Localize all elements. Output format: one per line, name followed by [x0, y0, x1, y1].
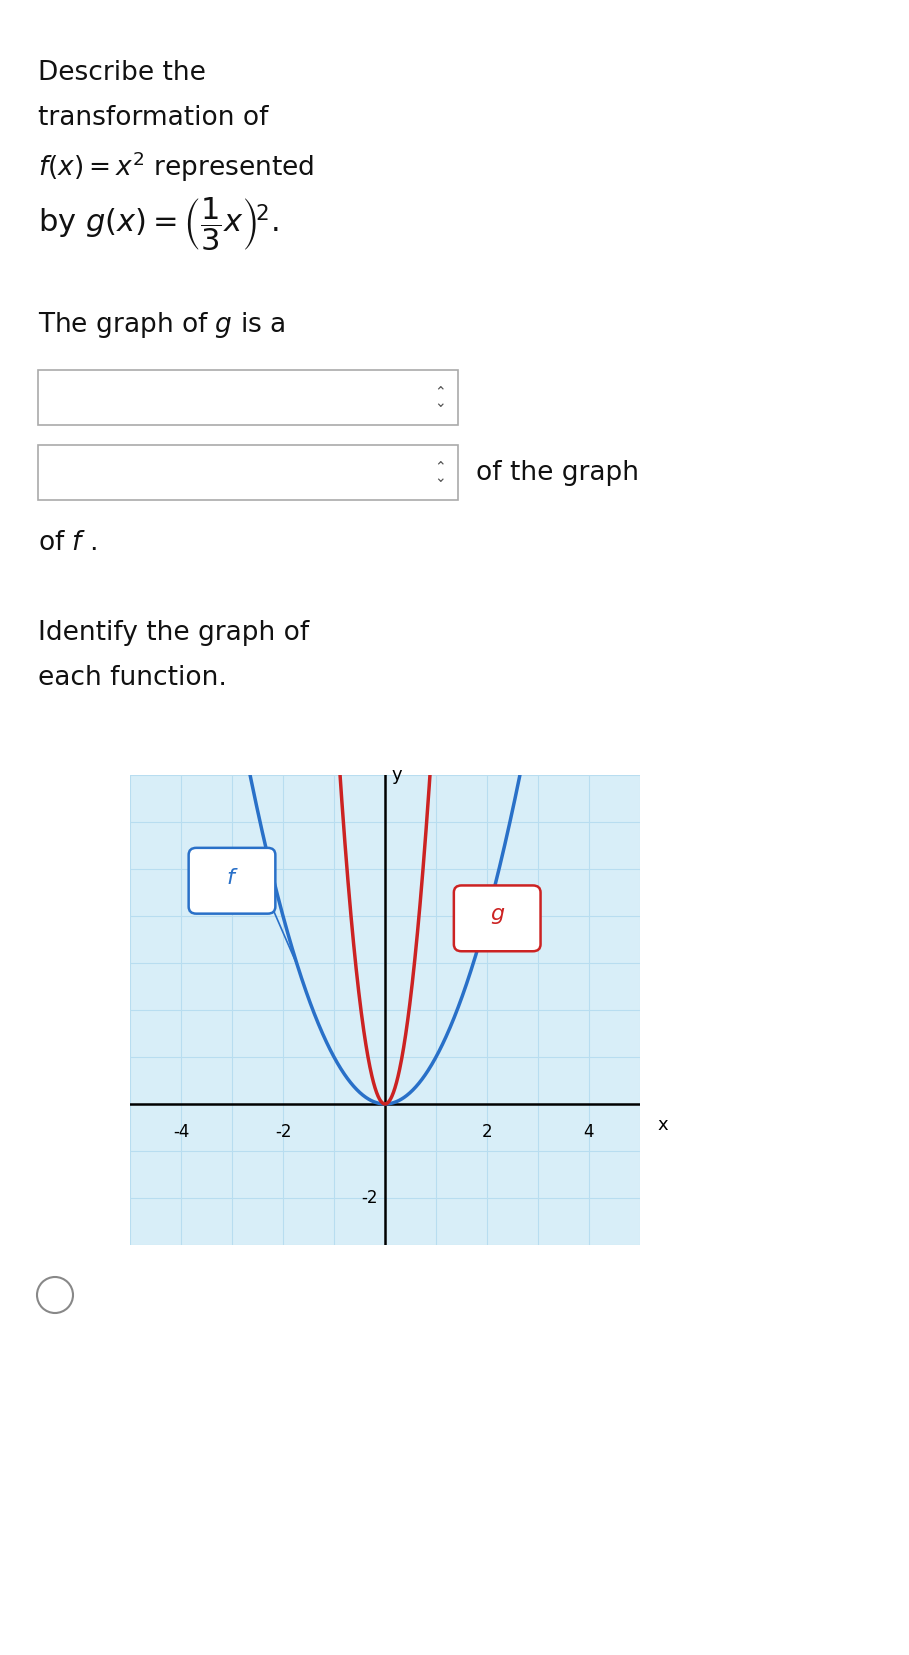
Text: Describe the: Describe the [38, 60, 205, 86]
Text: transformation of: transformation of [38, 104, 268, 131]
Bar [38, 445, 458, 500]
Circle shape [37, 1278, 73, 1312]
FancyBboxPatch shape [454, 885, 541, 952]
Text: each function.: each function. [38, 665, 227, 692]
Text: of $f$ .: of $f$ . [38, 530, 97, 556]
Text: Identify the graph of: Identify the graph of [38, 621, 309, 645]
Bar [38, 371, 458, 425]
Text: x: x [658, 1115, 668, 1134]
Text: ⌃
⌄: ⌃ ⌄ [435, 460, 445, 485]
Text: 4: 4 [584, 1122, 594, 1140]
Text: ⌃
⌄: ⌃ ⌄ [435, 384, 445, 410]
Text: -4: -4 [173, 1122, 189, 1140]
Text: $g$: $g$ [490, 905, 504, 927]
Text: The graph of $g$ is a: The graph of $g$ is a [38, 309, 285, 339]
Text: -2: -2 [275, 1122, 291, 1140]
Text: -2: -2 [361, 1188, 377, 1206]
FancyBboxPatch shape [189, 847, 275, 914]
Text: 2: 2 [482, 1122, 493, 1140]
Text: $f$: $f$ [225, 869, 238, 889]
Text: y: y [391, 766, 402, 783]
Text: by $g(x)=\left(\dfrac{1}{3}x\right)^{\!2}$.: by $g(x)=\left(\dfrac{1}{3}x\right)^{\!2… [38, 195, 278, 253]
Text: $f(x)=x^2$ represented: $f(x)=x^2$ represented [38, 151, 315, 184]
Text: of the graph: of the graph [476, 460, 639, 485]
